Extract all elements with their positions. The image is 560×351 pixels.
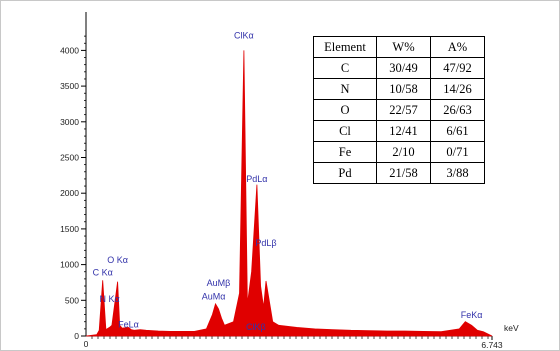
- peak-annotation: PdLα: [246, 174, 267, 184]
- row-atomic-percent: 47/92: [430, 57, 485, 79]
- row-atomic-percent: 0/71: [430, 141, 485, 163]
- peak-annotation: FeLα: [118, 319, 139, 329]
- row-atomic-percent: 26/63: [430, 99, 485, 121]
- row-weight-percent: 30/49: [376, 57, 431, 79]
- row-atomic-percent: 3/88: [430, 162, 485, 184]
- row-atomic-percent: 6/61: [430, 120, 485, 142]
- table-row: Fe 2/10 0/71: [313, 141, 485, 163]
- row-element: O: [313, 99, 377, 121]
- table-row: C 30/49 47/92: [313, 57, 485, 79]
- y-tick-label: 3500: [60, 81, 79, 91]
- peak-annotation: PdLβ: [255, 238, 276, 248]
- x-tick-label: 0: [84, 339, 89, 349]
- row-element: C: [313, 57, 377, 79]
- row-weight-percent: 12/41: [376, 120, 431, 142]
- row-atomic-percent: 14/26: [430, 78, 485, 100]
- spectrum-series: [85, 50, 493, 337]
- peak-annotation: ClKα: [234, 30, 254, 40]
- row-weight-percent: 10/58: [376, 78, 431, 100]
- header-element: Element: [313, 36, 377, 58]
- table-row: O 22/57 26/63: [313, 99, 485, 121]
- row-weight-percent: 21/58: [376, 162, 431, 184]
- y-tick-label: 2500: [60, 153, 79, 163]
- row-weight-percent: 22/57: [376, 99, 431, 121]
- row-element: Fe: [313, 141, 377, 163]
- peak-annotation: C Kα: [93, 267, 113, 277]
- peak-annotation: O Kα: [107, 255, 128, 265]
- composition-table: Element W% A% C 30/49 47/92 N 10/58 14/2…: [313, 36, 485, 184]
- table-header-row: Element W% A%: [313, 36, 485, 58]
- row-element: Cl: [313, 120, 377, 142]
- row-element: N: [313, 78, 377, 100]
- row-weight-percent: 2/10: [376, 141, 431, 163]
- y-tick-label: 1500: [60, 224, 79, 234]
- peak-annotation: ClKβ: [246, 322, 266, 332]
- table-row: N 10/58 14/26: [313, 78, 485, 100]
- row-element: Pd: [313, 162, 377, 184]
- y-tick-label: 4000: [60, 45, 79, 55]
- header-weight-percent: W%: [376, 36, 431, 58]
- peak-annotation: FeKα: [461, 310, 483, 320]
- y-tick-label: 500: [65, 295, 79, 305]
- header-atomic-percent: A%: [430, 36, 485, 58]
- table-row: Cl 12/41 6/61: [313, 120, 485, 142]
- y-tick-label: 1000: [60, 260, 79, 270]
- x-max-label: 6.743: [481, 340, 503, 350]
- y-tick-label: 0: [74, 331, 79, 341]
- x-axis-unit-label: keV: [504, 323, 519, 333]
- peak-annotation: AuMβ: [207, 278, 231, 288]
- peak-annotation: N Kα: [99, 294, 119, 304]
- y-tick-label: 2000: [60, 188, 79, 198]
- peak-annotation: AuMα: [202, 292, 226, 302]
- table-row: Pd 21/58 3/88: [313, 162, 485, 184]
- y-tick-label: 3000: [60, 117, 79, 127]
